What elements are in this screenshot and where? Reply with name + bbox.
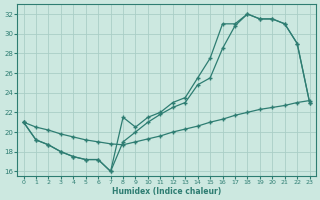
X-axis label: Humidex (Indice chaleur): Humidex (Indice chaleur) — [112, 187, 221, 196]
